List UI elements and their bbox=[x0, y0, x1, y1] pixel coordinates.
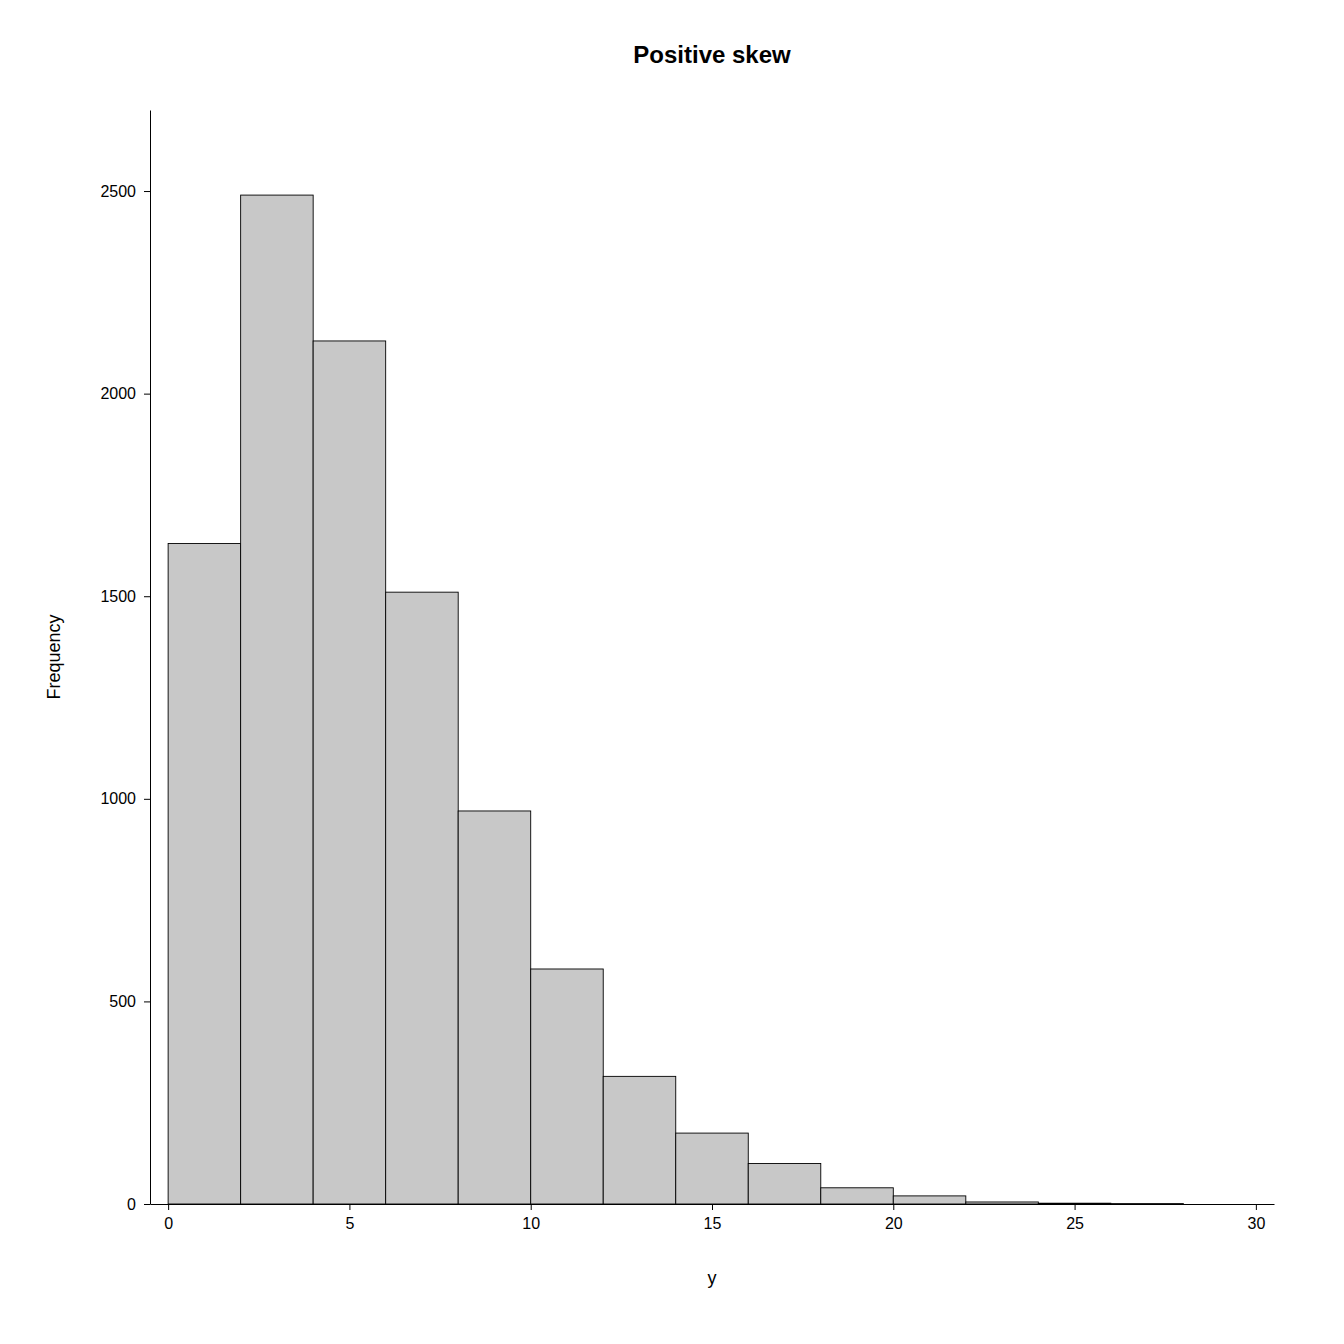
tick-label: 1000 bbox=[100, 790, 136, 807]
bar bbox=[966, 1202, 1039, 1204]
tick: 10 bbox=[522, 1204, 540, 1232]
axis-line bbox=[150, 111, 151, 1205]
chart: 0 5 10 15 20 25 30 0 500 1000 1500 2000 2500 Positive… bbox=[0, 0, 1344, 1344]
bar bbox=[603, 1076, 676, 1204]
tick-mark bbox=[1075, 1204, 1076, 1210]
bar bbox=[1183, 1204, 1256, 1205]
tick-label: 15 bbox=[704, 1215, 722, 1232]
tick-mark bbox=[168, 1204, 169, 1210]
bar bbox=[458, 811, 531, 1204]
tick-mark bbox=[349, 1204, 350, 1210]
bar bbox=[893, 1196, 966, 1204]
bar bbox=[313, 341, 386, 1204]
tick-label: 20 bbox=[885, 1215, 903, 1232]
bar bbox=[386, 592, 459, 1204]
tick-label: 5 bbox=[345, 1215, 354, 1232]
tick-mark bbox=[712, 1204, 713, 1210]
tick: 15 bbox=[704, 1204, 722, 1232]
tick-mark bbox=[531, 1204, 532, 1210]
y-axis-label: Frequency bbox=[44, 614, 64, 699]
tick-mark bbox=[893, 1204, 894, 1210]
tick-label: 30 bbox=[1247, 1215, 1265, 1232]
tick-mark bbox=[144, 596, 150, 597]
tick-label: 2000 bbox=[100, 385, 136, 402]
tick-mark bbox=[144, 799, 150, 800]
tick-label: 0 bbox=[127, 1196, 136, 1213]
tick-label: 0 bbox=[164, 1215, 173, 1232]
tick-label: 1500 bbox=[100, 588, 136, 605]
y-axis: 0 500 1000 1500 2000 2500 bbox=[100, 111, 150, 1213]
plot: 0 5 10 15 20 25 30 0 500 1000 1500 2000 2500 bbox=[100, 111, 1274, 1233]
bar bbox=[531, 969, 604, 1204]
tick-label: 2500 bbox=[100, 183, 136, 200]
bar bbox=[1111, 1203, 1184, 1204]
bar bbox=[821, 1188, 894, 1204]
title: Positive skew bbox=[633, 41, 791, 68]
tick-mark bbox=[144, 394, 150, 395]
bar bbox=[168, 544, 241, 1204]
tick: 2500 bbox=[100, 183, 150, 200]
tick: 30 bbox=[1247, 1204, 1265, 1232]
bars bbox=[168, 195, 1183, 1204]
tick-label: 500 bbox=[109, 993, 136, 1010]
bar bbox=[676, 1133, 749, 1204]
x-axis: 0 5 10 15 20 25 30 bbox=[151, 1204, 1275, 1232]
bar bbox=[241, 195, 314, 1204]
tick: 20 bbox=[885, 1204, 903, 1232]
tick: 500 bbox=[109, 993, 150, 1010]
tick: 5 bbox=[345, 1204, 354, 1232]
tick-mark bbox=[144, 191, 150, 192]
tick: 0 bbox=[164, 1204, 173, 1232]
tick-mark bbox=[1256, 1204, 1257, 1210]
tick: 1000 bbox=[100, 790, 150, 807]
tick: 25 bbox=[1066, 1204, 1084, 1232]
tick-label: 10 bbox=[522, 1215, 540, 1232]
tick: 1500 bbox=[100, 588, 150, 605]
x-axis-label: y bbox=[708, 1268, 717, 1288]
tick-mark bbox=[144, 1204, 150, 1205]
tick: 2000 bbox=[100, 385, 150, 402]
bar bbox=[1038, 1203, 1111, 1204]
bar bbox=[748, 1163, 821, 1204]
tick-label: 25 bbox=[1066, 1215, 1084, 1232]
tick: 0 bbox=[127, 1196, 150, 1213]
tick-mark bbox=[144, 1001, 150, 1002]
